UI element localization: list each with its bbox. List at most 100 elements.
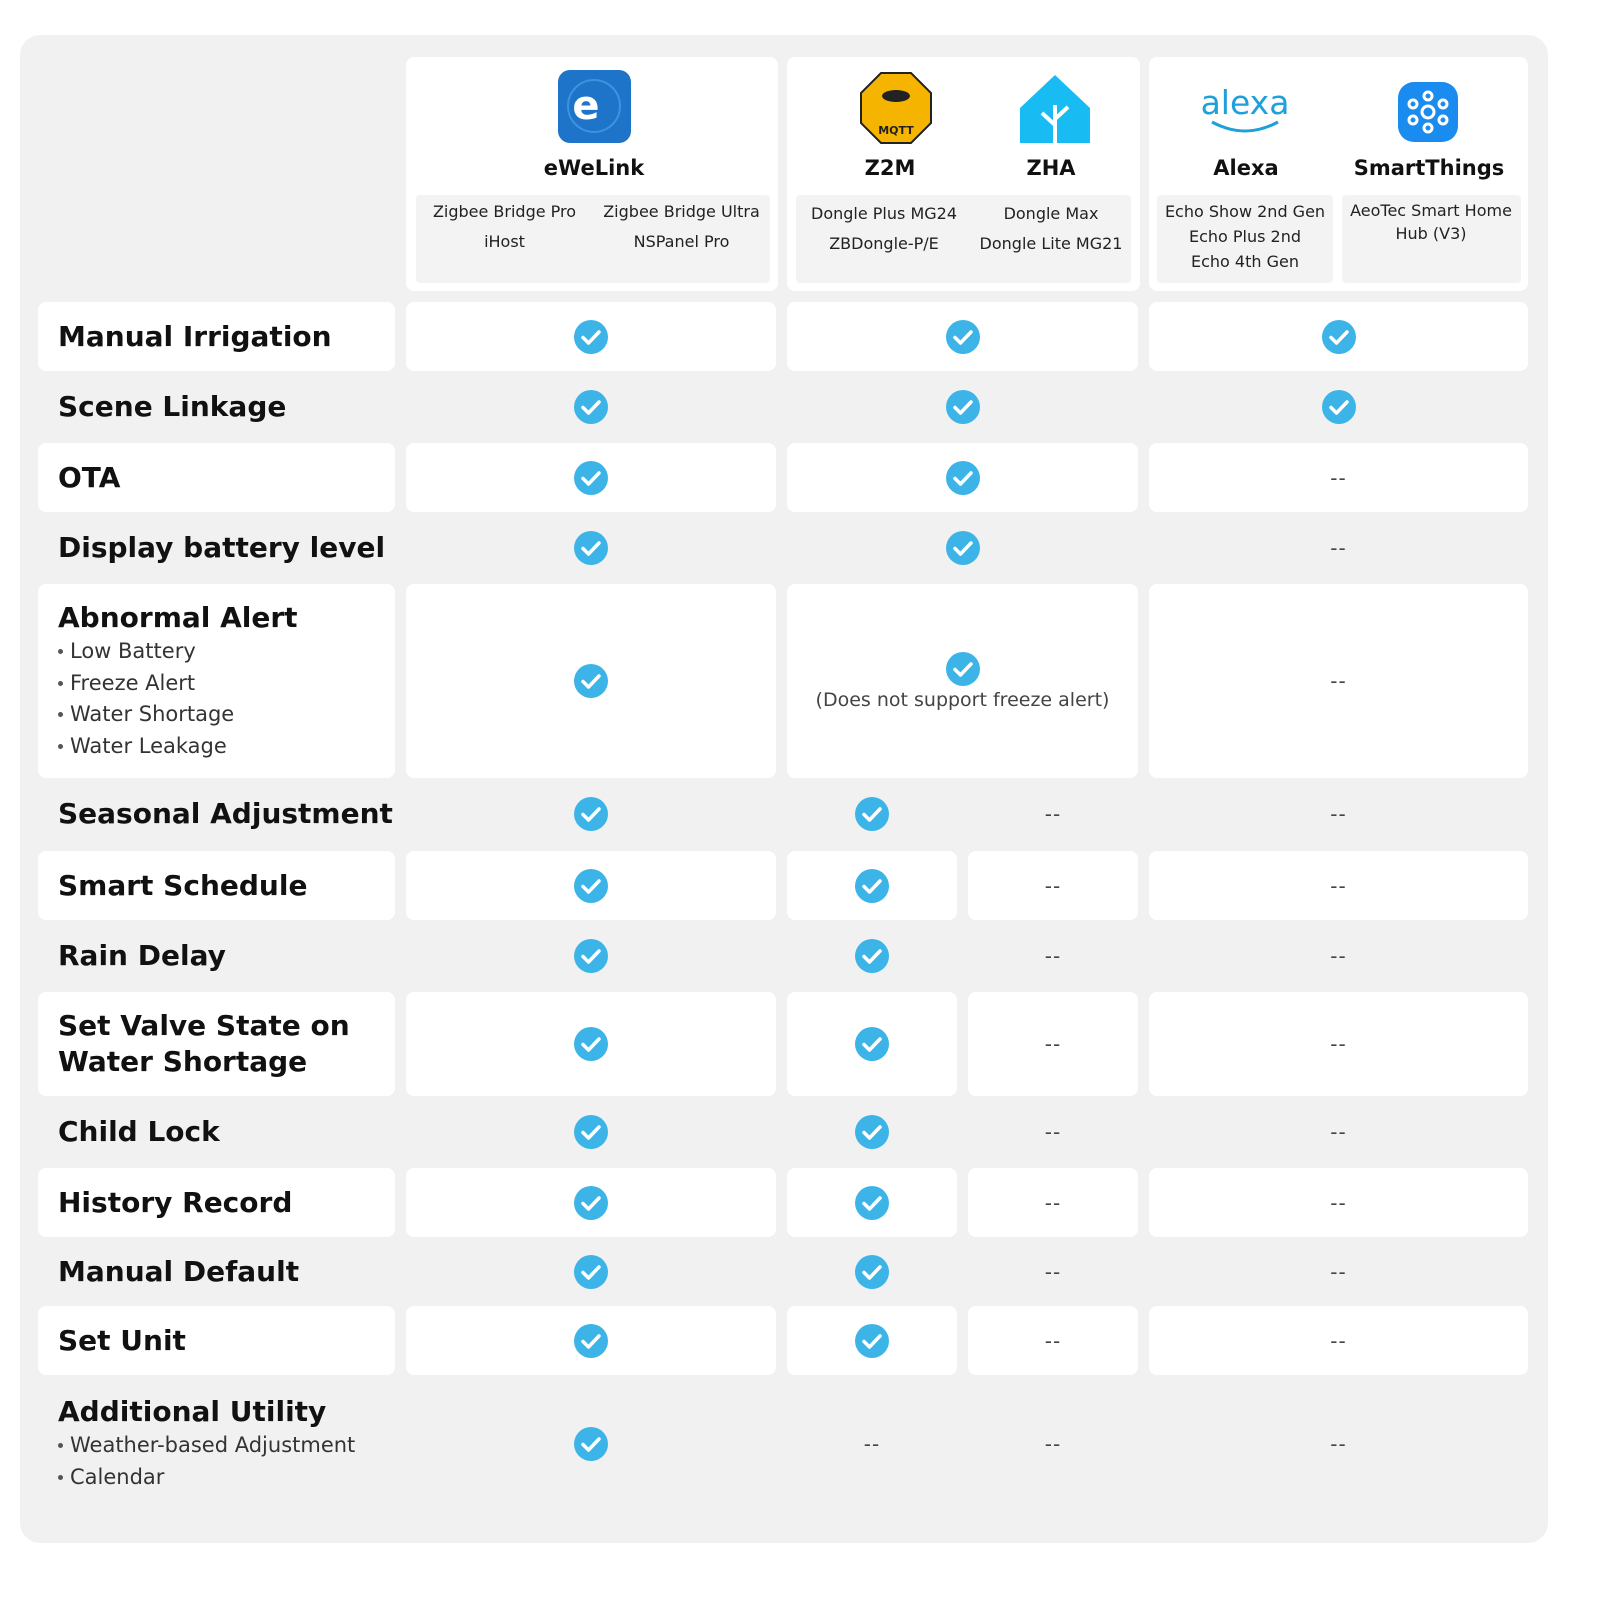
check-circle	[574, 1255, 608, 1289]
support-cell	[787, 513, 1138, 582]
check-tick	[581, 399, 601, 415]
not-supported: --	[1044, 943, 1062, 968]
check-tick	[862, 878, 882, 894]
check-icon	[574, 460, 608, 495]
feature-bullet: Low Battery	[58, 636, 393, 668]
support-cell	[406, 1168, 776, 1237]
not-supported: --	[1330, 669, 1347, 693]
row-background	[1149, 1306, 1528, 1375]
logo-text: alexa	[1201, 83, 1290, 122]
check-tick	[581, 1195, 601, 1211]
not-supported: --	[863, 1431, 881, 1456]
device-name: Dongle Max	[1003, 204, 1099, 223]
check-circle	[945, 530, 980, 565]
check-tick	[862, 1125, 882, 1140]
support-cell	[406, 992, 776, 1096]
support-cell	[787, 1238, 957, 1306]
check-wrap	[573, 1426, 609, 1462]
logo-bg	[1398, 82, 1458, 142]
feature-bullet: Calendar	[58, 1462, 393, 1494]
check-circle	[945, 319, 980, 354]
feature-name: Set Valve State on Water Shortage	[58, 1009, 350, 1078]
check-circle	[574, 530, 608, 565]
check-icon	[1321, 389, 1356, 424]
check-tick	[862, 1195, 882, 1211]
device-name: Echo 4th Gen	[1191, 252, 1299, 271]
check-circle	[574, 1185, 608, 1220]
support-cell	[406, 1098, 776, 1166]
check-icon	[855, 797, 889, 831]
device-box	[1157, 195, 1333, 283]
check-tick	[952, 329, 973, 345]
not-supported: --	[1044, 1328, 1062, 1353]
row-background	[968, 1168, 1138, 1237]
support-cell: --	[968, 1168, 1138, 1237]
alexa-logo: alexa	[1201, 83, 1290, 133]
device-box	[1342, 195, 1521, 283]
feature-name: Seasonal Adjustment	[58, 797, 393, 830]
support-cell: --	[968, 1306, 1138, 1375]
support-cell: --	[1149, 780, 1528, 848]
support-cell: --	[1149, 443, 1528, 512]
not-supported: --	[1044, 1032, 1062, 1056]
support-cell: --	[1149, 851, 1528, 920]
support-cell	[787, 921, 957, 990]
check-wrap	[573, 530, 609, 566]
logo-text: e	[572, 83, 599, 129]
not-supported: --	[1330, 1032, 1347, 1056]
check-circle	[574, 389, 608, 424]
check-circle	[574, 1323, 608, 1358]
check-icon	[574, 389, 608, 424]
zha-logo	[1020, 75, 1090, 143]
check-icon	[574, 664, 608, 698]
feature-bullet: Freeze Alert	[58, 668, 393, 700]
row-background	[38, 443, 395, 512]
check-icon	[574, 319, 608, 354]
support-cell: --	[1149, 584, 1528, 778]
not-supported: --	[1330, 1328, 1347, 1353]
logo-bee	[882, 90, 910, 102]
check-tick	[952, 470, 973, 486]
row-background	[1149, 443, 1528, 512]
device-list: AeoTec Smart Home Hub (V3)	[1346, 199, 1516, 245]
support-cell	[787, 780, 957, 848]
device-name: iHost	[484, 232, 525, 251]
check-tick	[581, 948, 601, 964]
support-cell: --	[968, 1377, 1138, 1510]
support-cell	[406, 851, 776, 920]
feature-name: Child Lock	[58, 1115, 220, 1148]
check-tick	[581, 1125, 601, 1140]
check-circle	[855, 797, 889, 831]
support-cell	[787, 851, 957, 920]
feature-name: OTA	[58, 460, 121, 494]
ewelink-logo: e	[558, 70, 631, 143]
check-icon	[855, 1027, 889, 1061]
support-cell	[1149, 372, 1528, 441]
check-wrap	[1321, 389, 1357, 425]
not-supported: --	[1044, 802, 1062, 826]
feature-name: Set Unit	[58, 1323, 186, 1357]
check-icon	[855, 1323, 889, 1358]
feature-cell: Set Unit	[58, 1306, 393, 1375]
check-icon	[945, 389, 980, 424]
check-wrap	[945, 651, 981, 687]
logo-bg	[860, 72, 932, 144]
check-icon	[855, 938, 889, 973]
feature-name: Additional Utility	[58, 1395, 327, 1428]
device-name: Dongle Plus MG24	[811, 204, 957, 223]
support-cell	[406, 372, 776, 441]
support-cell	[406, 1306, 776, 1375]
check-tick	[581, 674, 601, 689]
check-circle	[945, 460, 980, 495]
check-tick	[581, 540, 601, 556]
check-wrap	[573, 938, 609, 974]
row-background	[1149, 1168, 1528, 1237]
check-icon	[945, 530, 980, 565]
feature-cell: Display battery level	[58, 513, 393, 582]
check-circle	[574, 319, 608, 354]
check-circle	[855, 1115, 889, 1149]
check-circle	[855, 1185, 889, 1220]
smartthings-logo	[1398, 82, 1458, 142]
device-list: Dongle Max Dongle Lite MG21	[969, 199, 1134, 259]
